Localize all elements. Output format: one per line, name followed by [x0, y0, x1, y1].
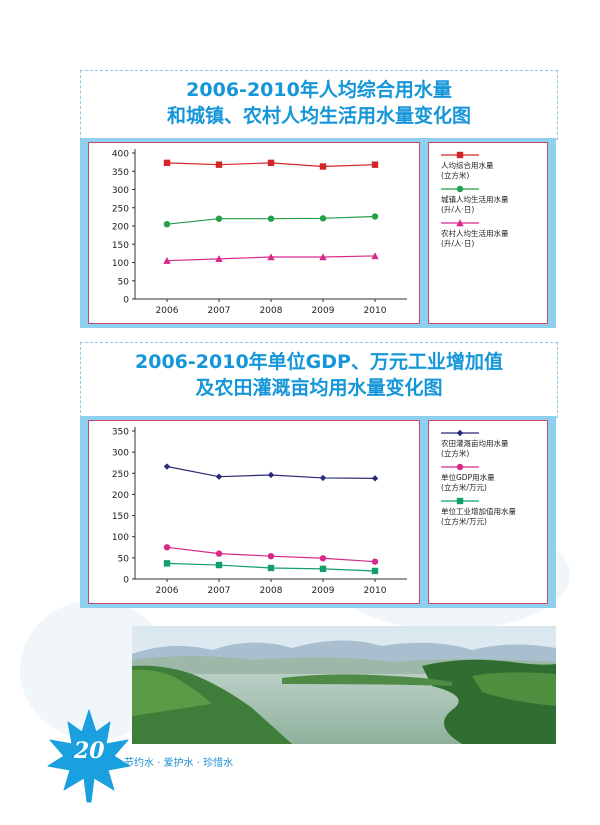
x-tick-label: 2010	[364, 586, 387, 596]
chart1-legend: 人均综合用水量 (立方米) 城镇人均生活用水量 (升/人·日) 农村人均生活用水量 (升/…	[428, 142, 548, 324]
y-tick-label: 50	[118, 554, 130, 564]
legend-label: (立方米)	[441, 448, 469, 458]
chart1-title-line2: 和城镇、农村人均生活用水量变化图	[166, 105, 471, 127]
data-point	[163, 560, 171, 567]
legend-marker	[456, 151, 464, 159]
legend-marker	[456, 429, 464, 437]
data-point	[319, 474, 327, 482]
footer-slogan: 节约水 · 爱护水 · 珍惜水	[124, 758, 234, 769]
chart2-title-panel: 2006-2010年单位GDP、万元工业增加值 及农田灌溉亩均用水量变化图	[80, 342, 558, 418]
chart2-svg: 0 50 100 150 200 250 300 350 2006 2007 2008 2009 201…	[112, 427, 407, 596]
x-tick-label: 2008	[260, 306, 283, 316]
data-point	[267, 253, 275, 261]
data-point	[371, 213, 379, 220]
chart2-title-line1: 2006-2010年单位GDP、万元工业增加值	[135, 351, 503, 373]
x-tick-label: 2006	[156, 306, 179, 316]
chart2-plot-frame: 0 50 100 150 200 250 300 350 2006 2007 2008 2009 201…	[88, 420, 420, 604]
data-point	[319, 565, 327, 573]
y-tick-label: 250	[112, 204, 129, 214]
data-point	[163, 544, 171, 551]
x-tick-label: 2006	[156, 586, 179, 596]
data-point	[371, 567, 379, 575]
y-tick-label: 150	[112, 241, 129, 251]
data-point	[215, 550, 223, 557]
data-point	[163, 220, 171, 228]
y-tick-label: 300	[112, 186, 129, 196]
data-point	[267, 159, 275, 167]
x-tick-label: 2008	[260, 586, 283, 596]
legend1-svg: 人均综合用水量(立方米)城镇人均生活用水量(升/人·日)农村人均生活用水量(升/…	[441, 151, 509, 248]
legend-label: 人均综合用水量	[441, 160, 494, 170]
data-point	[371, 558, 379, 565]
data-point	[163, 463, 171, 470]
data-point	[267, 564, 275, 572]
legend-label: 单位GDP用水量	[441, 472, 495, 482]
data-point	[319, 163, 327, 170]
data-point	[267, 215, 275, 222]
data-point	[371, 252, 379, 260]
data-point	[163, 256, 171, 264]
y-tick-label: 350	[112, 168, 129, 178]
chart2-title-line2: 及农田灌溉亩均用水量变化图	[195, 377, 443, 399]
data-point	[215, 561, 223, 569]
x-tick-label: 2007	[208, 306, 231, 316]
legend-marker	[456, 497, 464, 505]
legend-label: 农田灌溉亩均用水量	[441, 438, 509, 448]
y-tick-label: 400	[112, 150, 129, 160]
legend-label: (立方米/万元)	[441, 482, 487, 492]
data-point	[267, 552, 275, 560]
data-point	[215, 215, 223, 222]
chart1-panel: 0 50 100 150 200 250 300 350 400 2006 2007 2008 2009…	[80, 138, 556, 328]
x-tick-label: 2009	[312, 586, 335, 596]
y-tick-label: 300	[112, 449, 129, 459]
maple-leaf-icon	[47, 709, 131, 803]
x-tick-label: 2009	[312, 306, 335, 316]
legend-marker	[456, 185, 464, 193]
chart1-svg: 0 50 100 150 200 250 300 350 400 2006 2007 2008 2009…	[112, 149, 407, 316]
data-point	[319, 215, 327, 222]
legend-label: 单位工业增加值用水量	[441, 506, 516, 516]
lake-landscape-image	[132, 626, 556, 744]
legend-label: (立方米)	[441, 170, 469, 180]
x-tick-label: 2007	[208, 586, 231, 596]
chart1-title-panel: 2006-2010年人均综合用水量 和城镇、农村人均生活用水量变化图	[80, 70, 558, 140]
legend-label: (立方米/万元)	[441, 516, 487, 526]
page-number: 20	[74, 738, 105, 764]
data-point	[267, 471, 275, 479]
data-point	[163, 159, 171, 167]
chart1-title-line1: 2006-2010年人均综合用水量	[186, 79, 452, 101]
data-point	[215, 161, 223, 168]
y-tick-label: 200	[112, 491, 129, 501]
legend2-svg: 农田灌溉亩均用水量(立方米)单位GDP用水量(立方米/万元)单位工业增加值用水量…	[441, 429, 516, 526]
y-tick-label: 150	[112, 512, 129, 522]
chart2-panel: 0 50 100 150 200 250 300 350 2006 2007 2008 2009 201…	[80, 416, 556, 608]
y-tick-label: 0	[123, 576, 129, 586]
y-tick-label: 50	[118, 277, 130, 287]
legend-marker	[456, 463, 464, 471]
data-point	[215, 473, 223, 480]
y-tick-label: 350	[112, 428, 129, 438]
y-tick-label: 250	[112, 470, 129, 480]
y-tick-label: 100	[112, 259, 129, 269]
data-point	[371, 475, 379, 482]
y-tick-label: 200	[112, 223, 129, 233]
data-point	[215, 255, 223, 263]
lake-landscape-photo	[132, 626, 556, 744]
data-point	[319, 253, 327, 261]
y-tick-label: 0	[123, 296, 129, 306]
legend-label: (升/人·日)	[441, 239, 474, 248]
data-point	[319, 555, 327, 562]
x-tick-label: 2010	[364, 306, 387, 316]
legend-label: 农村人均生活用水量	[441, 228, 509, 238]
data-point	[371, 161, 379, 168]
chart2-legend: 农田灌溉亩均用水量 (立方米) 单位GDP用水量 (立方米/万元) 单位工业增加值用水量…	[428, 420, 548, 604]
y-tick-label: 100	[112, 533, 129, 543]
legend-marker	[456, 219, 464, 227]
legend-label: (升/人·日)	[441, 205, 474, 214]
chart1-plot-frame: 0 50 100 150 200 250 300 350 400 2006 2007 2008 2009…	[88, 142, 420, 324]
legend-label: 城镇人均生活用水量	[441, 194, 509, 204]
